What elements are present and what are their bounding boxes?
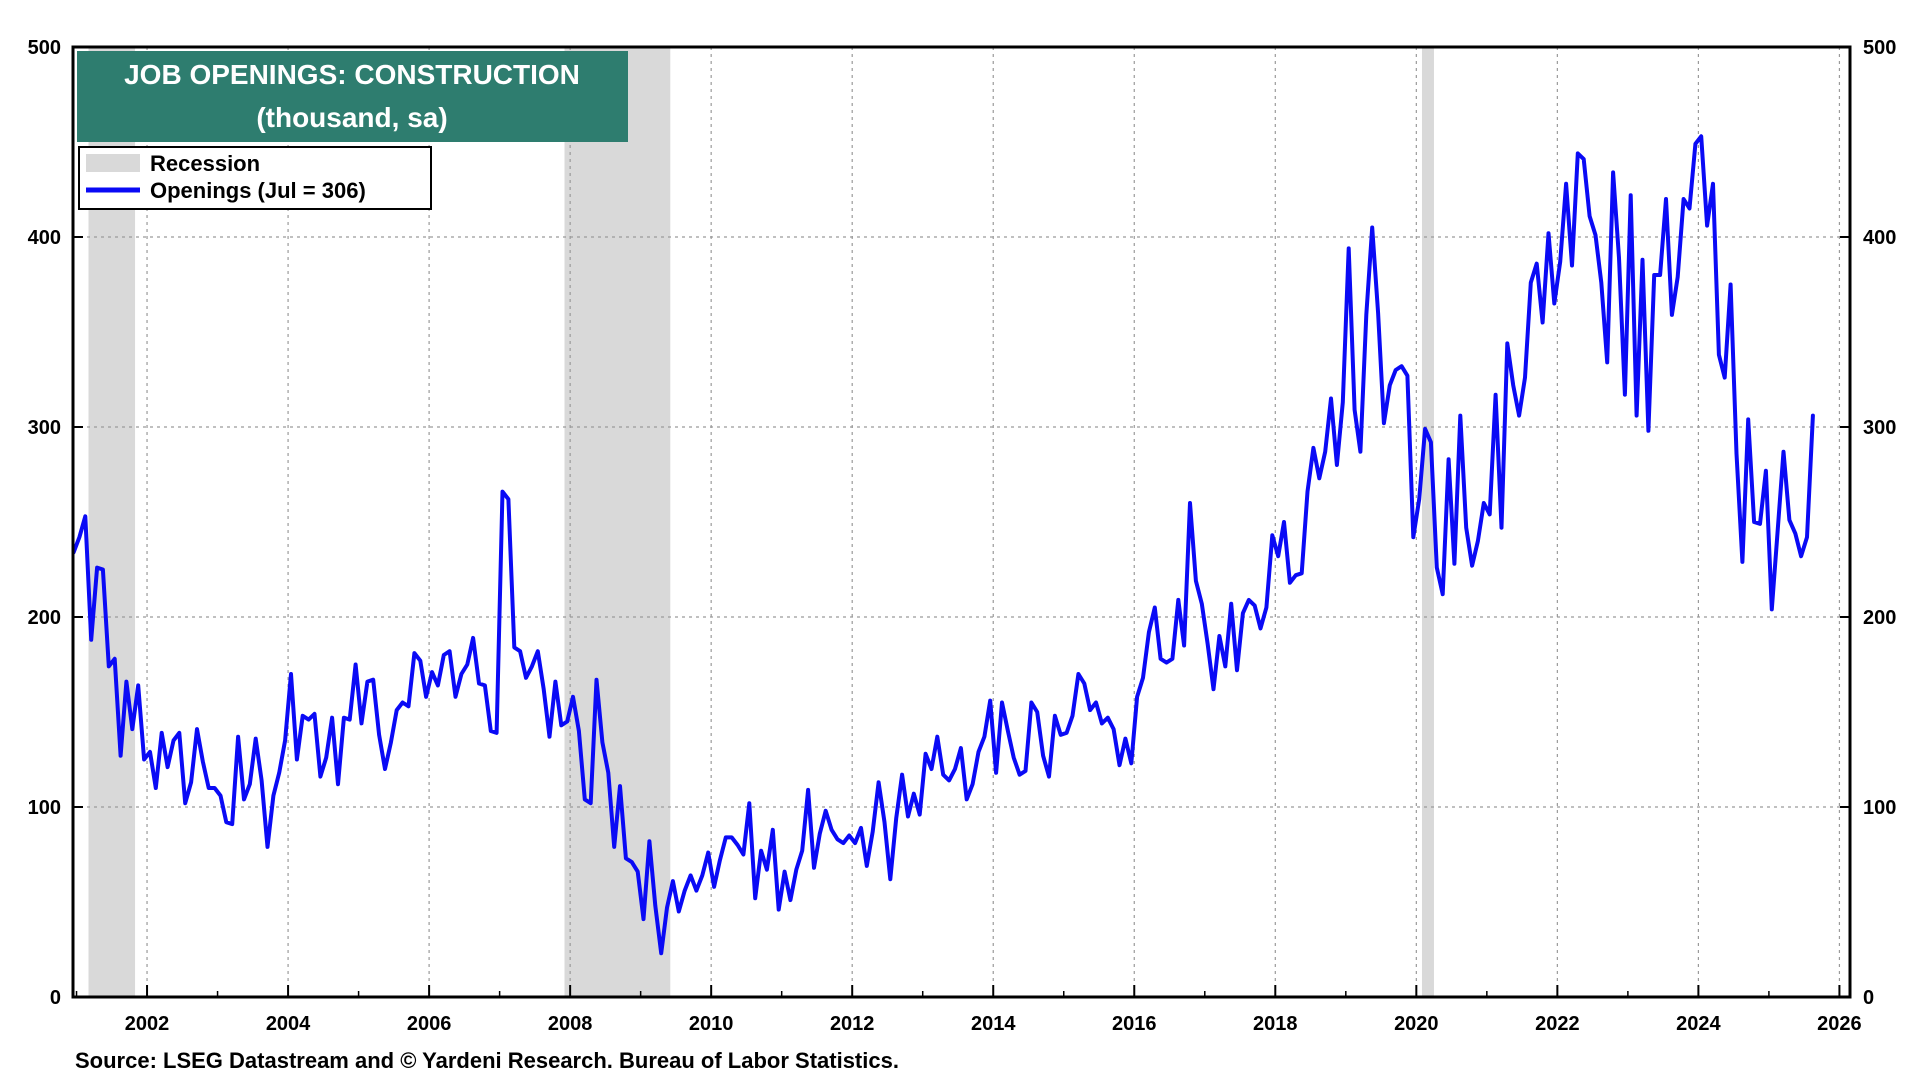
series-layer [71,134,1815,956]
series-line-openings [71,134,1815,956]
x-tick-label: 2020 [1394,1013,1439,1035]
chart-title: JOB OPENINGS: CONSTRUCTION [124,59,580,90]
y-tick-label-right: 200 [1863,607,1896,629]
x-tick-label: 2008 [548,1013,593,1035]
legend-recession-swatch [86,154,140,172]
y-tick-label-left: 400 [28,227,61,249]
ticks: 0 0 100 100 200 200 300 300 400 400 500 500 2002 2004… [28,37,1897,1035]
gridlines [73,47,1850,997]
y-tick-label-left: 300 [28,417,61,439]
x-tick-label: 2024 [1676,1013,1721,1035]
x-tick-label: 2012 [830,1013,875,1035]
x-tick-label: 2016 [1112,1013,1157,1035]
x-tick-label: 2026 [1817,1013,1862,1035]
recession-band-3 [1421,47,1434,997]
title-box [77,51,628,142]
x-tick-label: 2022 [1535,1013,1580,1035]
legend-recession-label: Recession [150,151,260,176]
x-tick-label: 2006 [407,1013,452,1035]
x-tick-label: 2014 [971,1013,1016,1035]
x-tick-label: 2018 [1253,1013,1298,1035]
y-tick-label-right: 500 [1863,37,1896,59]
plot-frame [71,45,1852,999]
y-tick-label-right: 100 [1863,797,1896,819]
y-tick-label-right: 300 [1863,417,1896,439]
y-tick-label-left: 200 [28,607,61,629]
y-tick-label-left: 500 [28,37,61,59]
y-tick-label-left: 0 [50,987,61,1009]
y-tick-label-right: 0 [1863,987,1874,1009]
source-note: Source: LSEG Datastream and © Yardeni Re… [75,1048,899,1073]
x-tick-label: 2010 [689,1013,734,1035]
x-tick-label: 2002 [125,1013,170,1035]
y-tick-label-left: 100 [28,797,61,819]
recession-band-2 [564,47,671,997]
chart-subtitle: (thousand, sa) [256,102,447,133]
x-tick-label: 2004 [266,1013,311,1035]
legend-openings-label: Openings (Jul = 306) [150,178,366,203]
y-tick-label-right: 400 [1863,227,1896,249]
